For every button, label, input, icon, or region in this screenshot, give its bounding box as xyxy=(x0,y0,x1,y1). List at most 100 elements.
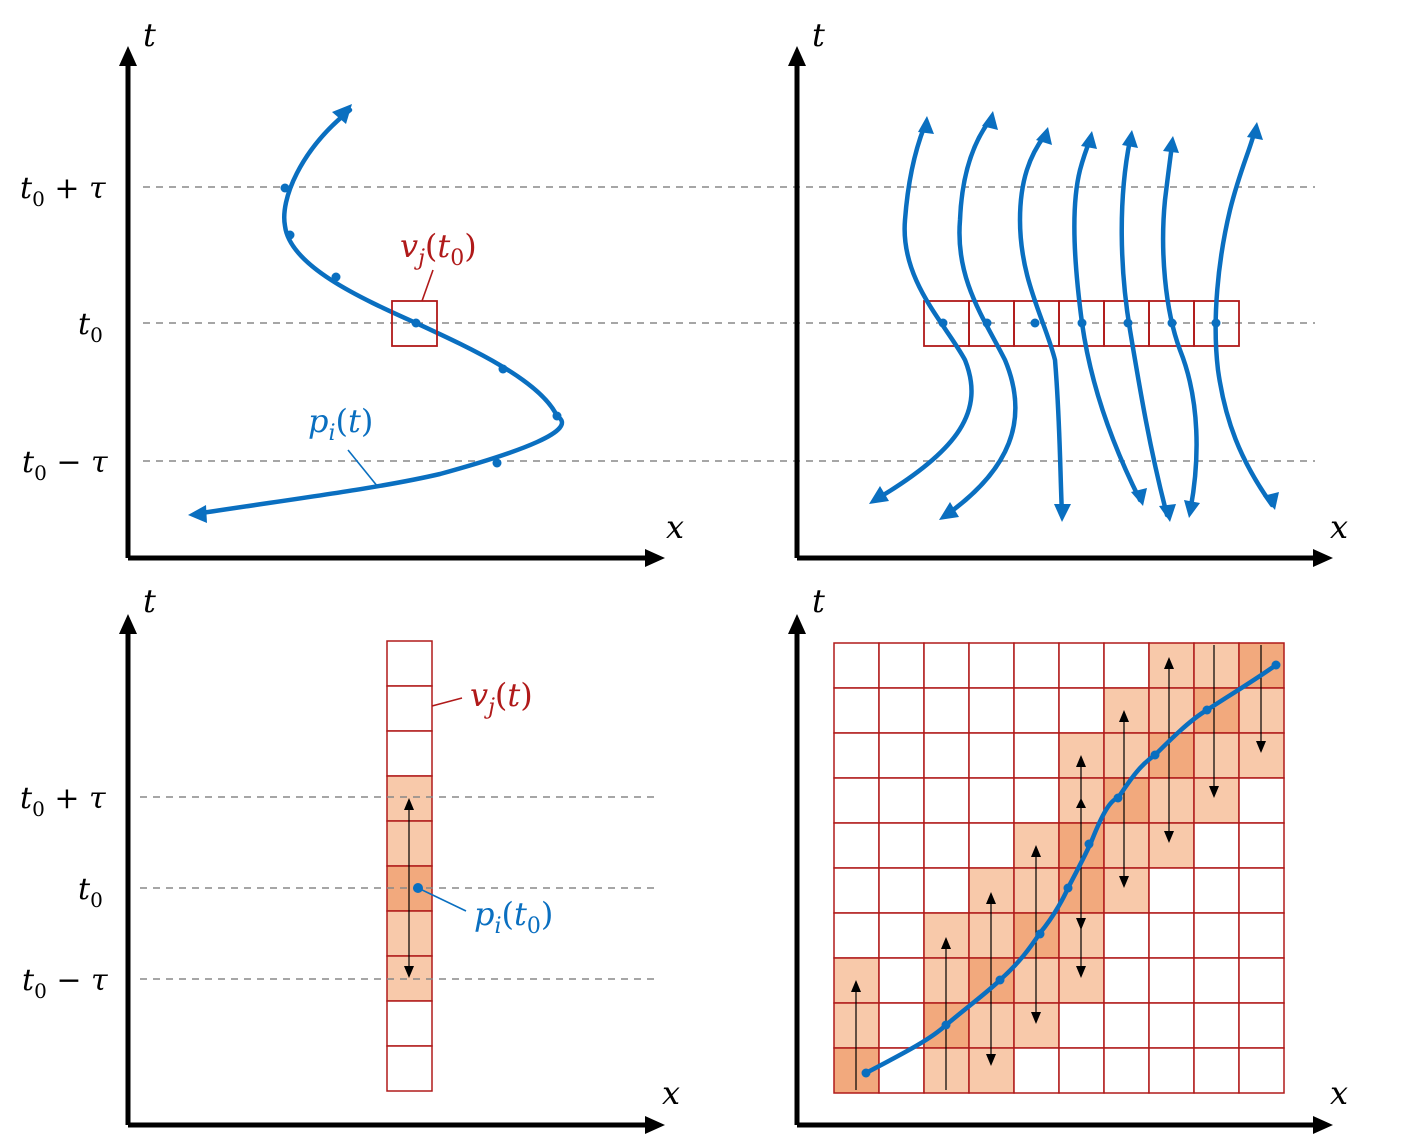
trajectory-point xyxy=(1030,318,1040,328)
arrowhead xyxy=(1163,136,1179,153)
voxel-cell xyxy=(833,732,880,779)
particle-label: pi(t) xyxy=(308,402,373,446)
trajectory-points xyxy=(280,183,562,468)
arrowhead xyxy=(1122,130,1138,148)
particle-trajectory xyxy=(863,662,1279,1076)
arrowhead xyxy=(869,486,889,504)
voxel-cell xyxy=(878,732,925,779)
voxel-cell xyxy=(1148,912,1195,959)
voxel-cell xyxy=(1238,777,1285,824)
voxel-label: vj(t) xyxy=(470,676,533,720)
voxel-cell xyxy=(1193,777,1240,824)
t-axis-label: t xyxy=(143,582,156,620)
voxel-cell xyxy=(878,642,925,689)
trajectory-point xyxy=(1150,750,1160,760)
tick-label-t0: t0 xyxy=(78,307,103,347)
trajectory-point xyxy=(280,183,290,193)
t-axis-label: t xyxy=(812,582,825,620)
arrowhead xyxy=(1131,488,1147,506)
trajectory-point xyxy=(552,411,562,421)
voxel-cell xyxy=(386,640,433,687)
voxel-cell xyxy=(1193,822,1240,869)
arrowhead xyxy=(1159,504,1176,522)
voxel-cell xyxy=(833,687,880,734)
voxel-cell xyxy=(1103,957,1150,1004)
tick-label-t-plus: t0 + τ xyxy=(20,171,106,211)
trajectory-point xyxy=(492,458,502,468)
trajectory-point xyxy=(498,364,508,374)
trajectory-point xyxy=(1167,318,1177,328)
voxel-box xyxy=(391,300,438,347)
trajectory-arrowhead-top xyxy=(332,104,352,124)
down-arrowhead xyxy=(404,966,414,978)
voxel-cell xyxy=(1238,867,1285,914)
arrowhead xyxy=(1054,504,1071,522)
voxel-cell xyxy=(1103,822,1150,869)
voxel-cell xyxy=(1103,867,1150,914)
voxel-cell xyxy=(923,822,970,869)
voxel-cell xyxy=(1148,1002,1195,1049)
voxel-cell xyxy=(968,822,1015,869)
particle-trajectory xyxy=(192,107,565,517)
trajectory-point xyxy=(861,1068,871,1078)
trajectory xyxy=(1017,132,1065,518)
voxel-cell xyxy=(1193,912,1240,959)
x-axis-label: x xyxy=(1330,508,1348,546)
voxel-column xyxy=(386,640,433,1092)
arrowhead xyxy=(918,116,934,134)
trajectory-point xyxy=(995,975,1005,985)
trajectory xyxy=(1119,137,1170,518)
t-axis-arrowhead xyxy=(788,46,806,66)
x-axis-arrowhead xyxy=(1313,549,1333,567)
voxel-cell xyxy=(878,822,925,869)
trajectory xyxy=(942,117,1018,519)
trajectory xyxy=(1160,142,1199,515)
voxel-cell xyxy=(1193,642,1240,689)
voxel-cell xyxy=(1103,732,1150,779)
voxel-cell xyxy=(1148,1047,1195,1094)
voxel-cell xyxy=(1238,1002,1285,1049)
voxel-cell xyxy=(923,867,970,914)
arrowhead xyxy=(1247,122,1263,140)
trajectory-point xyxy=(1211,318,1221,328)
voxel-cell xyxy=(1238,1047,1285,1094)
voxel-cell xyxy=(1148,777,1195,824)
up-arrowhead xyxy=(404,798,414,810)
voxel-cell xyxy=(1013,687,1060,734)
voxel-cell xyxy=(1193,957,1240,1004)
trajectory-point xyxy=(1084,839,1094,849)
t-axis-arrowhead xyxy=(119,614,137,634)
voxel-cell xyxy=(833,867,880,914)
trajectory-point xyxy=(941,1020,951,1030)
particle-label-leader xyxy=(417,887,467,912)
tick-label-t-minus: t0 − τ xyxy=(22,445,108,485)
t-axis-arrowhead xyxy=(788,614,806,634)
particle-trajectories xyxy=(872,117,1275,519)
voxel-cell xyxy=(833,642,880,689)
panel-top-right: t x xyxy=(788,16,1348,567)
voxel-cell xyxy=(878,867,925,914)
x-axis-label: x xyxy=(662,1074,680,1112)
trajectory-point xyxy=(982,318,992,328)
voxel-cell xyxy=(1193,1002,1240,1049)
voxel-cell xyxy=(386,1000,433,1047)
arrowhead xyxy=(982,111,998,130)
voxel-cell xyxy=(1193,732,1240,779)
t-axis-label: t xyxy=(812,16,825,54)
voxel-cell xyxy=(1148,867,1195,914)
particle-label-leader xyxy=(347,449,379,488)
trajectory-points xyxy=(938,318,1221,328)
x-axis-label: x xyxy=(666,508,684,546)
voxel-cell xyxy=(1058,642,1105,689)
panel-top-left: t x t0 + τ t0 t0 − τ vj(t0) pi(t) xyxy=(20,16,1315,567)
trajectory xyxy=(1072,137,1143,503)
trajectory-point xyxy=(1077,318,1087,328)
arrowhead xyxy=(1263,492,1279,510)
voxel-cell xyxy=(1238,822,1285,869)
tick-label-t-minus: t0 − τ xyxy=(22,963,108,1003)
trajectory-points xyxy=(861,660,1281,1078)
particle-label: pi(t0) xyxy=(474,895,553,939)
voxel-cell xyxy=(833,822,880,869)
trajectory-point xyxy=(938,318,948,328)
